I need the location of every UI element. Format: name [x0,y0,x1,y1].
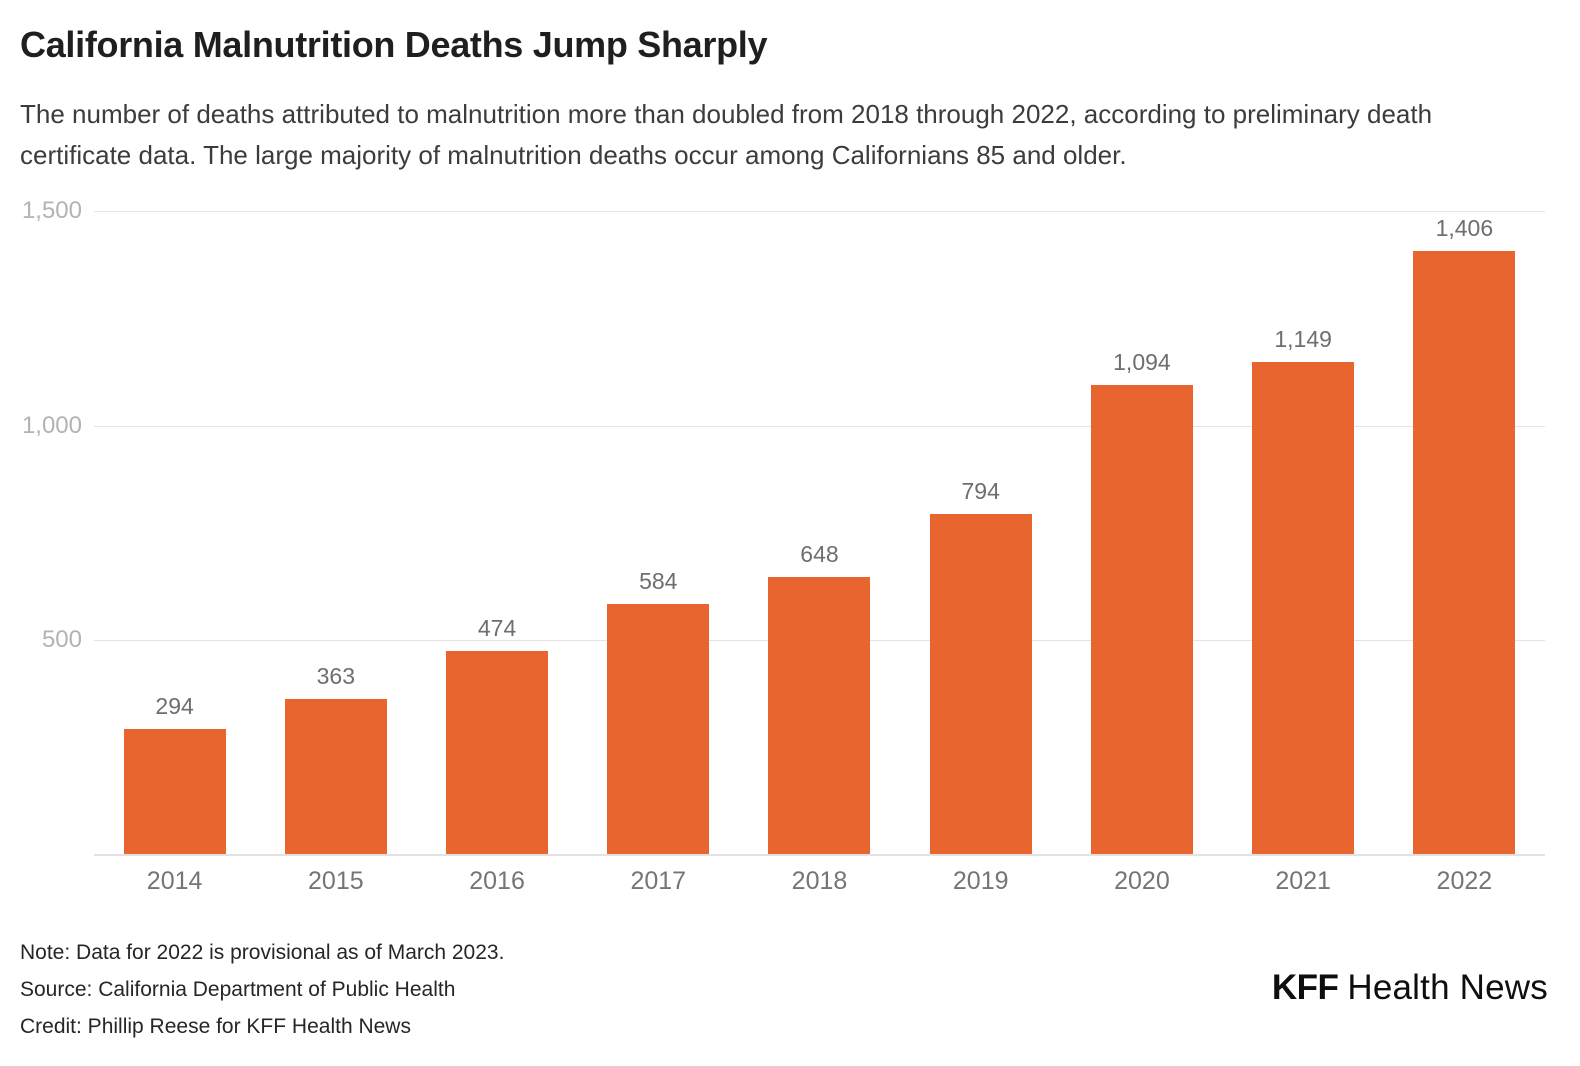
bar-2019 [929,514,1032,855]
x-axis-label-2018: 2018 [791,867,848,895]
chart-subtitle: The number of deaths attributed to malnu… [20,99,1433,170]
x-axis-label-2015: 2015 [308,867,364,895]
bar-group-2018: 648 2018 [739,211,900,895]
bar-group-2015: 363 2015 [255,211,416,895]
chart-notes: Note: Data for 2022 is provisional as of… [20,934,504,1045]
note-line: Note: Data for 2022 is provisional as of… [20,941,505,964]
bar-group-2020: 1,094 2020 [1061,211,1222,895]
bar-value-label-2020: 1,094 [1113,349,1171,375]
y-axis-label-500: 500 [41,626,82,654]
chart-title: California Malnutrition Deaths Jump Shar… [20,24,768,65]
x-axis-label-2021: 2021 [1275,867,1331,895]
x-axis-label-2019: 2019 [952,867,1009,895]
bar-group-2016: 474 2016 [416,211,577,895]
bar-2018 [768,577,871,855]
bar-group-2014: 294 2014 [94,211,255,895]
bar-value-label-2014: 294 [155,693,194,719]
y-axis-label-1000: 1,000 [21,411,82,439]
bar-value-label-2022: 1,406 [1435,215,1494,241]
bar-group-2019: 794 2019 [900,211,1061,895]
bar-2020 [1090,385,1193,855]
logo-kff: KFF [1271,968,1339,1007]
bar-value-label-2021: 1,149 [1274,326,1332,352]
bar-2014 [123,729,226,855]
bar-value-label-2018: 648 [800,541,839,567]
bar-2022 [1413,251,1516,855]
bar-value-label-2016: 474 [477,615,517,641]
x-axis-label-2020: 2020 [1114,867,1170,895]
bar-2021 [1252,362,1355,855]
logo-health-news: Health News [1347,968,1548,1007]
kff-health-news-logo: KFF Health News [1272,969,1548,1007]
x-axis-label-2017: 2017 [630,867,687,895]
x-axis-line [94,854,1545,856]
bar-group-2017: 584 2017 [578,211,739,895]
plot-area: 294 2014 363 2015 474 2016 584 2017 648 2018 794 20… [22,197,1545,895]
bar-value-label-2019: 794 [961,478,1000,504]
bar-group-2021: 1,149 2021 [1223,211,1384,895]
source-line: Source: California Department of Public … [20,978,456,1001]
bar-group-2022: 1,406 2022 [1384,211,1545,895]
gridline-1500 [94,211,1545,212]
y-axis-label-1500: 1,500 [21,197,82,224]
credit-line: Credit: Phillip Reese for KFF Health New… [20,1015,411,1038]
bar-2017 [607,604,710,855]
bar-2016 [446,651,549,855]
bar-2015 [284,699,387,855]
x-axis-label-2022: 2022 [1436,867,1493,895]
x-axis-label-2016: 2016 [469,867,525,895]
x-axis-label-2014: 2014 [146,867,203,895]
bars-container: 294 2014 363 2015 474 2016 584 2017 648 2018 794 20… [94,211,1545,895]
bar-value-label-2017: 584 [639,568,678,594]
bar-value-label-2015: 363 [316,663,356,689]
gridline-1000 [94,425,1545,427]
